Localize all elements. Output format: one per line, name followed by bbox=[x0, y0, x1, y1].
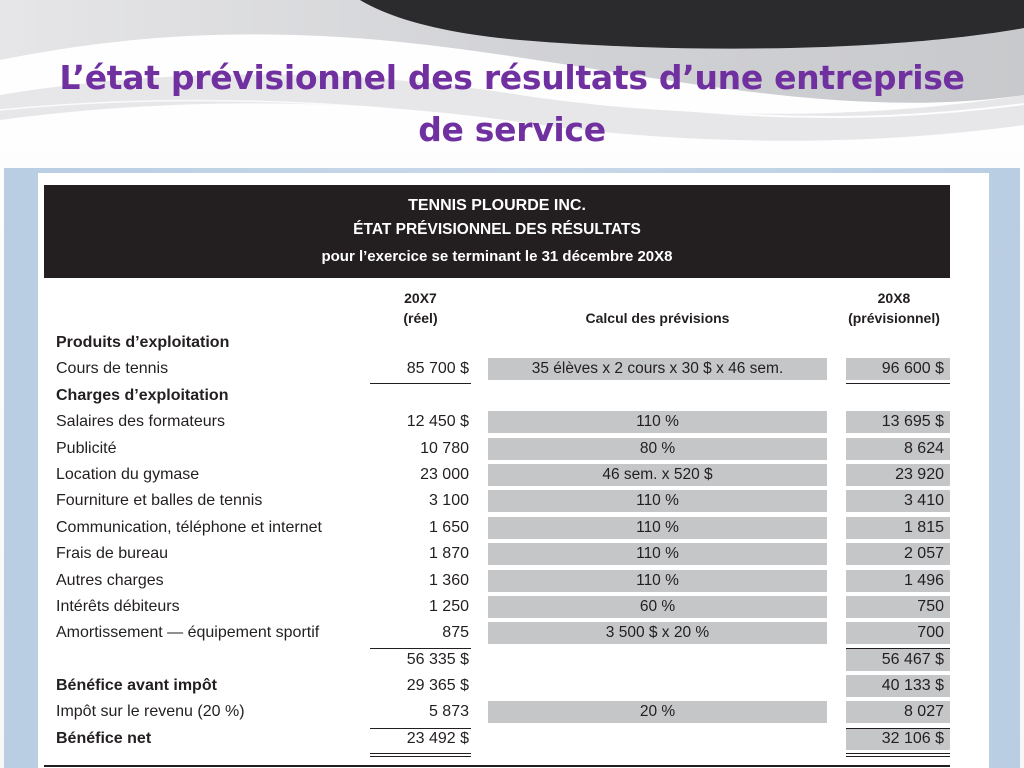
value-20x7: 1 650 bbox=[428, 519, 469, 536]
value-20x8: 1 496 bbox=[846, 570, 950, 592]
col3-type: (prévisionnel) bbox=[848, 310, 940, 326]
calc-cell: 60 % bbox=[488, 596, 827, 618]
calc-cell: 20 % bbox=[488, 701, 827, 723]
table-row: Location du gymase 23 000 46 sem. x 520 $ 2… bbox=[38, 463, 989, 489]
col1-year: 20X7 bbox=[404, 290, 437, 306]
value-20x8: 32 106 $ bbox=[846, 728, 950, 750]
row-label: Bénéfice net bbox=[56, 730, 152, 747]
value-20x7: 5 873 bbox=[428, 703, 469, 720]
double-underline-2-20x8 bbox=[846, 756, 950, 757]
statement-title: ÉTAT PRÉVISIONNEL DES RÉSULTATS bbox=[353, 221, 641, 238]
col1-type: (réel) bbox=[403, 310, 438, 326]
row-label: Communication, téléphone et internet bbox=[56, 519, 322, 536]
header-decoration bbox=[0, 0, 1024, 149]
value-20x7: 3 100 bbox=[428, 492, 469, 509]
underline-revenue-20x8 bbox=[846, 383, 950, 384]
underline-expenses-20x8 bbox=[846, 648, 950, 649]
value-20x8: 23 920 bbox=[846, 464, 950, 486]
row-label: Intérêts débiteurs bbox=[56, 598, 180, 615]
value-20x7: 1 360 bbox=[428, 572, 469, 589]
table-row: Cours de tennis 85 700 $ 35 élèves x 2 cou… bbox=[38, 357, 989, 383]
calc-cell: 110 % bbox=[488, 517, 827, 539]
table-row: Frais de bureau 1 870 110 % 2 057 bbox=[38, 542, 989, 568]
value-20x8: 3 410 bbox=[846, 490, 950, 512]
value-20x7: 12 450 $ bbox=[406, 413, 469, 430]
table-row: Communication, téléphone et internet 1 65… bbox=[38, 516, 989, 542]
row-label: Cours de tennis bbox=[56, 360, 169, 377]
calc-cell: 110 % bbox=[488, 570, 827, 592]
calc-cell: 3 500 $ x 20 % bbox=[488, 622, 827, 644]
column-header-calc: Calcul des prévisions bbox=[585, 310, 730, 326]
calc-cell: 80 % bbox=[488, 438, 827, 460]
table-row: Charges d’exploitation bbox=[38, 384, 989, 410]
value-20x7: 56 335 $ bbox=[406, 651, 469, 668]
underline-tax-20x7 bbox=[370, 728, 471, 729]
row-label: Publicité bbox=[56, 440, 117, 457]
calc-cell: 46 sem. x 520 $ bbox=[488, 464, 827, 486]
value-20x7: 85 700 $ bbox=[406, 360, 469, 377]
column-header-20x8: 20X8 (prévisionnel) bbox=[838, 288, 950, 328]
table-row: Fourniture et balles de tennis 3 100 110 %… bbox=[38, 489, 989, 515]
calc-cell: 110 % bbox=[488, 490, 827, 512]
calc-cell: 110 % bbox=[488, 543, 827, 565]
value-20x8: 700 bbox=[846, 622, 950, 644]
row-label: Bénéfice avant impôt bbox=[56, 677, 217, 694]
value-20x8: 8 027 bbox=[846, 701, 950, 723]
company-name: TENNIS PLOURDE INC. bbox=[408, 197, 586, 214]
value-20x8: 750 bbox=[846, 596, 950, 618]
value-20x8: 96 600 $ bbox=[846, 358, 950, 380]
row-label: Produits d’exploitation bbox=[56, 334, 230, 351]
value-20x8: 8 624 bbox=[846, 438, 950, 460]
value-20x8: 56 467 $ bbox=[846, 649, 950, 671]
table-row: Autres charges 1 360 110 % 1 496 bbox=[38, 569, 989, 595]
statement-header: TENNIS PLOURDE INC. ÉTAT PRÉVISIONNEL DE… bbox=[44, 185, 950, 278]
value-20x8: 1 815 bbox=[846, 517, 950, 539]
value-20x7: 875 bbox=[442, 624, 469, 641]
row-label: Salaires des formateurs bbox=[56, 413, 225, 430]
table-row: Bénéfice avant impôt 29 365 $ 40 133 $ bbox=[38, 674, 989, 700]
statement-period: pour l’exercice se terminant le 31 décem… bbox=[321, 248, 673, 265]
value-20x8: 40 133 $ bbox=[846, 675, 950, 697]
row-label: Charges d’exploitation bbox=[56, 387, 229, 404]
table-row: Intérêts débiteurs 1 250 60 % 750 bbox=[38, 595, 989, 621]
value-20x7: 23 492 $ bbox=[406, 730, 469, 747]
value-20x8: 13 695 $ bbox=[846, 411, 950, 433]
row-label: Autres charges bbox=[56, 572, 164, 589]
row-label: Amortissement — équipement sportif bbox=[56, 624, 320, 641]
double-underline-1-20x7 bbox=[370, 753, 471, 754]
table-row: Impôt sur le revenu (20 %) 5 873 20 % 8 027 bbox=[38, 700, 989, 726]
row-label: Fourniture et balles de tennis bbox=[56, 492, 263, 509]
underline-revenue-20x7 bbox=[370, 383, 471, 384]
value-20x8: 2 057 bbox=[846, 543, 950, 565]
calc-cell: 35 élèves x 2 cours x 30 $ x 46 sem. bbox=[488, 358, 827, 380]
bottom-rule bbox=[44, 765, 950, 767]
table-row: 56 335 $ 56 467 $ bbox=[38, 648, 989, 674]
table-row: Salaires des formateurs 12 450 $ 110 % 13 6… bbox=[38, 410, 989, 436]
row-label: Frais de bureau bbox=[56, 545, 169, 562]
row-label: Impôt sur le revenu (20 %) bbox=[56, 703, 245, 720]
income-statement: TENNIS PLOURDE INC. ÉTAT PRÉVISIONNEL DE… bbox=[38, 173, 989, 768]
value-20x7: 1 870 bbox=[428, 545, 469, 562]
slide-title: L’état prévisionnel des résultats d’une … bbox=[59, 58, 965, 149]
row-label: Location du gymase bbox=[56, 466, 200, 483]
value-20x7: 10 780 bbox=[420, 440, 469, 457]
double-underline-2-20x7 bbox=[370, 756, 471, 757]
calc-cell: 110 % bbox=[488, 411, 827, 433]
value-20x7: 23 000 bbox=[420, 466, 469, 483]
underline-expenses-20x7 bbox=[370, 648, 471, 649]
column-header-20x7: 20X7 (réel) bbox=[383, 288, 458, 328]
table-row: Publicité 10 780 80 % 8 624 bbox=[38, 437, 989, 463]
table-row: Bénéfice net 23 492 $ 32 106 $ bbox=[38, 727, 989, 753]
value-20x7: 29 365 $ bbox=[406, 677, 469, 694]
value-20x7: 1 250 bbox=[428, 598, 469, 615]
table-row: Amortissement — équipement sportif 875 3 5… bbox=[38, 621, 989, 647]
double-underline-1-20x8 bbox=[846, 753, 950, 754]
underline-tax-20x8 bbox=[846, 728, 950, 729]
col3-year: 20X8 bbox=[877, 290, 911, 306]
table-row: Produits d’exploitation bbox=[38, 331, 989, 357]
